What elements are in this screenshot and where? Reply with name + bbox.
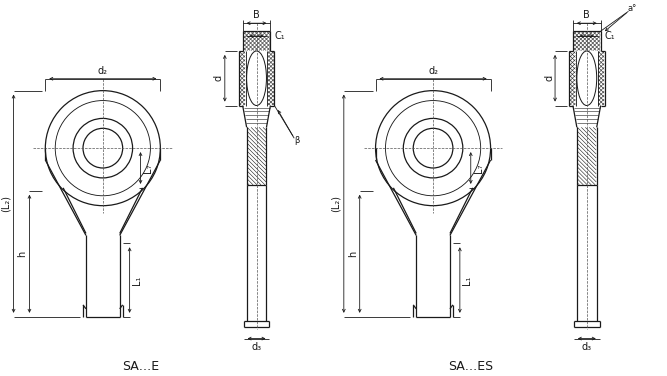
Text: h: h: [17, 251, 27, 257]
Text: B: B: [584, 10, 590, 20]
Text: C₁: C₁: [274, 31, 285, 41]
Text: a°: a°: [628, 4, 637, 13]
Text: L₇: L₇: [143, 163, 153, 173]
Text: d₂: d₂: [428, 66, 438, 76]
Text: SA…ES: SA…ES: [448, 360, 494, 373]
Text: L₇: L₇: [474, 163, 484, 173]
Text: (L₂): (L₂): [1, 195, 11, 212]
Text: d: d: [544, 75, 554, 81]
Text: SA…E: SA…E: [122, 360, 159, 373]
Text: d₃: d₃: [582, 343, 592, 352]
Text: L₁: L₁: [131, 275, 141, 285]
Text: L₁: L₁: [462, 275, 472, 285]
Text: h: h: [348, 251, 358, 257]
Text: d₂: d₂: [98, 66, 108, 76]
Text: B: B: [253, 10, 260, 20]
Text: C₁: C₁: [604, 31, 615, 41]
Text: β: β: [295, 136, 300, 145]
Text: d₃: d₃: [251, 343, 261, 352]
Text: d: d: [214, 75, 224, 81]
Text: (L₂): (L₂): [331, 195, 341, 212]
